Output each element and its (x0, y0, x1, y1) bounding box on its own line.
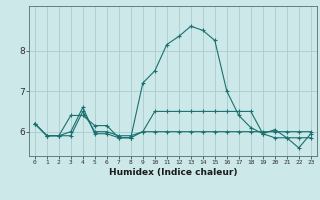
X-axis label: Humidex (Indice chaleur): Humidex (Indice chaleur) (108, 168, 237, 177)
